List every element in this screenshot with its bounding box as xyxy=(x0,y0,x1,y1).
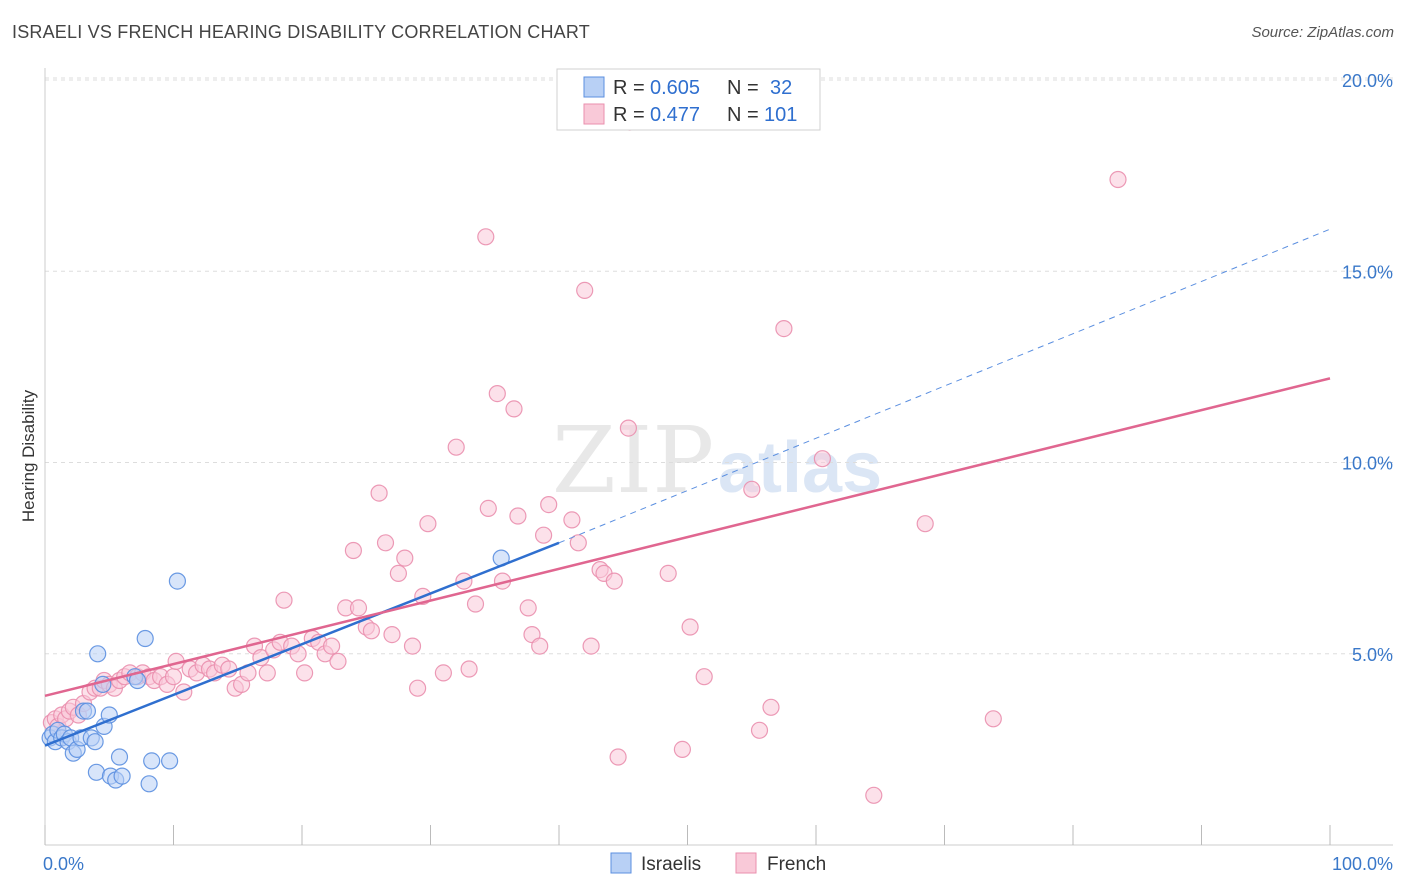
french-point xyxy=(362,622,380,640)
french-point xyxy=(479,499,497,517)
french-point xyxy=(349,599,368,617)
israeli-point xyxy=(136,629,154,648)
french-point xyxy=(605,572,623,590)
legend-swatch-israelis xyxy=(583,76,605,98)
french-point xyxy=(296,664,314,682)
x-tick-label-max: 100.0% xyxy=(1332,854,1393,874)
french-point xyxy=(509,507,527,525)
legend-swatch-french xyxy=(583,103,605,125)
x-ticks xyxy=(44,825,1331,845)
french-point xyxy=(609,748,627,766)
series-legend: Israelis French xyxy=(610,852,826,875)
y-tick-labels: 5.0% 10.0% 15.0% 20.0% xyxy=(1342,71,1393,665)
israeli-point xyxy=(86,733,104,751)
french-point xyxy=(505,400,523,418)
french-point xyxy=(619,419,638,437)
source-label: Source: ZipAtlas.com xyxy=(1251,24,1394,41)
french-point xyxy=(370,484,388,502)
x-tick-label-min: 0.0% xyxy=(43,854,84,874)
french-point xyxy=(477,228,495,246)
legend-r-label-french: R = xyxy=(613,104,645,126)
french-point xyxy=(403,637,422,655)
correlation-legend: R = 0.605 N = 32 R = 0.477 N = 101 xyxy=(556,68,821,131)
trendlines xyxy=(44,228,1331,747)
series-legend-label-french: French xyxy=(767,854,826,875)
french-point xyxy=(488,385,506,403)
israeli-point xyxy=(140,775,158,793)
israeli-point xyxy=(78,702,97,720)
french-point xyxy=(750,721,769,739)
french-point xyxy=(275,591,293,609)
legend-n-label-israelis: N = xyxy=(727,77,759,99)
series-legend-label-israelis: Israelis xyxy=(641,854,701,875)
y-tick-label: 5.0% xyxy=(1352,645,1393,665)
french-point xyxy=(396,549,414,567)
y-tick-label: 15.0% xyxy=(1342,262,1393,282)
french-point xyxy=(865,786,883,804)
israeli-point xyxy=(113,767,131,785)
french-point xyxy=(460,660,478,678)
gridlines xyxy=(45,77,1393,655)
french-point xyxy=(344,541,362,560)
french-point xyxy=(383,625,401,644)
french-point xyxy=(775,320,793,338)
israeli-point xyxy=(168,572,186,590)
french-point xyxy=(534,526,553,544)
french-point xyxy=(569,534,587,552)
israeli-point xyxy=(87,763,106,781)
y-axis-title: Hearing Disability xyxy=(19,389,38,522)
french-point xyxy=(681,618,699,636)
french-point xyxy=(389,564,407,583)
french-point xyxy=(984,710,1002,728)
series-legend-swatch-israelis xyxy=(610,852,632,874)
y-tick-label: 20.0% xyxy=(1342,71,1393,91)
french-point xyxy=(466,595,485,613)
french-point xyxy=(576,281,594,299)
french-point xyxy=(1109,170,1127,189)
axes xyxy=(44,68,1393,846)
israeli-point xyxy=(143,752,161,770)
french-point xyxy=(376,534,395,552)
legend-r-value-french: 0.477 xyxy=(650,104,700,126)
french-point xyxy=(329,652,347,671)
french-point xyxy=(916,515,934,533)
legend-n-label-french: N = xyxy=(727,104,759,126)
french-point xyxy=(409,679,427,697)
french-point xyxy=(582,637,600,655)
legend-r-label-israelis: R = xyxy=(613,77,645,99)
legend-n-value-israelis: 32 xyxy=(770,77,792,99)
israeli-point xyxy=(89,645,107,663)
israeli-trendline-projection xyxy=(558,228,1331,544)
french-point xyxy=(659,564,677,583)
watermark: ZIP atlas xyxy=(552,407,882,514)
french-point xyxy=(743,480,761,498)
y-tick-label: 10.0% xyxy=(1342,454,1393,474)
french-trendline xyxy=(44,377,1331,698)
legend-r-value-israelis: 0.605 xyxy=(650,77,700,99)
legend-n-value-french: 101 xyxy=(764,104,797,126)
french-point xyxy=(434,664,452,682)
israeli-point xyxy=(94,675,112,694)
chart-title: ISRAELI VS FRENCH HEARING DISABILITY COR… xyxy=(12,22,590,42)
french-point xyxy=(813,450,832,468)
french-point xyxy=(673,740,692,759)
french-point xyxy=(540,496,558,514)
israeli-point xyxy=(161,752,179,770)
french-point xyxy=(563,511,581,529)
french-point xyxy=(531,637,549,655)
israeli-point xyxy=(110,748,129,766)
french-point xyxy=(419,515,437,533)
french-point xyxy=(447,438,465,456)
series-legend-swatch-french xyxy=(735,852,757,874)
israeli-trendline xyxy=(44,541,560,747)
french-point xyxy=(164,668,183,686)
french-point xyxy=(323,637,341,655)
french-point xyxy=(519,599,537,617)
french-point xyxy=(695,668,713,686)
french-point xyxy=(258,664,276,682)
french-point xyxy=(762,698,780,716)
